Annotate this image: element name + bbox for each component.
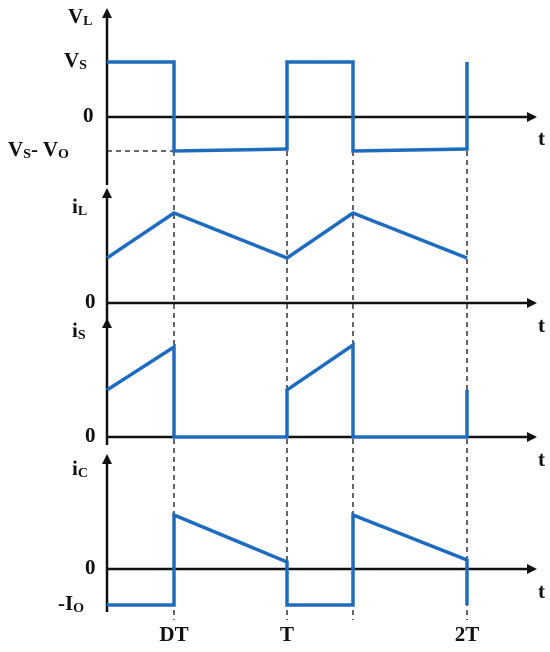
y-axis-label: iL (72, 194, 87, 219)
text-part: V (8, 137, 23, 161)
text-part: V (64, 48, 79, 72)
level-label: 0 (85, 555, 96, 579)
time-label: DT (159, 622, 188, 646)
text-part: 0 (85, 289, 96, 313)
subscript: C (78, 466, 88, 481)
subscript: S (23, 147, 31, 162)
is-wave (106, 341, 469, 439)
text-part: i (72, 318, 78, 342)
text-part: 0 (83, 103, 94, 127)
x-axis-label: t (538, 313, 545, 337)
level-label: 0 (83, 103, 94, 127)
ic-wave (107, 512, 469, 607)
text-part: i (72, 194, 78, 218)
text-part: i (72, 456, 78, 480)
text-part: 0 (85, 423, 96, 447)
subscript: L (83, 14, 92, 29)
subscript: L (78, 204, 87, 219)
subscript: S (79, 58, 87, 73)
text-part: - V (31, 137, 58, 161)
x-axis-label: t (538, 447, 545, 471)
y-axis-label: VL (68, 4, 93, 29)
level-label: 0 (85, 423, 96, 447)
level-label: VS (64, 48, 87, 73)
text-part: 0 (85, 555, 96, 579)
vl-wave (107, 60, 469, 153)
axes (102, 8, 537, 612)
time-label: T (280, 622, 294, 646)
il-wave (106, 211, 468, 260)
subscript: O (58, 147, 69, 162)
subscript: O (73, 601, 84, 616)
x-axis-label: t (538, 579, 545, 603)
level-label: VS- VO (8, 137, 69, 162)
level-label: -IO (58, 591, 84, 616)
subscript: S (78, 328, 86, 343)
time-label: 2T (455, 622, 480, 646)
y-axis-label: iC (72, 456, 88, 481)
text-part: V (68, 4, 83, 28)
level-label: 0 (85, 289, 96, 313)
text-part: -I (58, 591, 73, 615)
y-axis-label: iS (72, 318, 86, 343)
x-axis-label: t (538, 126, 545, 150)
